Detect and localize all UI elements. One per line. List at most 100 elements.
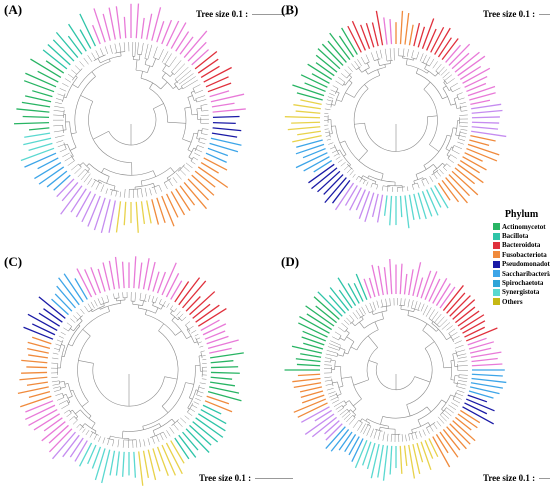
tree-branch [160, 305, 164, 310]
tree-branch [145, 314, 176, 336]
phylogenetic-tree-d [284, 258, 507, 481]
tip-label [457, 163, 484, 184]
legend-swatch [493, 251, 500, 259]
tip-label [179, 36, 194, 55]
tip-label [314, 409, 332, 422]
tree-branch [369, 310, 375, 314]
tree-branch [457, 353, 467, 357]
tip-label [455, 306, 476, 324]
tree-branch [122, 439, 124, 448]
tip-label [351, 20, 366, 51]
legend-label: Fusobacteriota [502, 250, 547, 259]
tip-label [470, 382, 504, 389]
tree-branch [327, 346, 340, 351]
tree-branch [76, 312, 82, 318]
tip-label [439, 431, 459, 458]
tree-branch [459, 125, 468, 128]
tree-branch [448, 89, 452, 91]
legend-label: Synergistota [502, 288, 540, 297]
tree-branch [334, 360, 336, 370]
tip-label [451, 52, 470, 70]
tree-branch [174, 66, 189, 80]
tree-branch [171, 418, 176, 424]
tree-branch [436, 171, 441, 177]
legend-swatch [493, 223, 500, 231]
tree-branch [101, 168, 105, 173]
tip-label [74, 278, 88, 300]
tip-label [311, 73, 330, 84]
tip-label [203, 66, 232, 83]
tree-branch [460, 129, 468, 131]
tip-label [41, 421, 66, 442]
tree-branch [194, 152, 201, 157]
tip-label [383, 195, 388, 216]
tip-label [200, 409, 227, 425]
tip-label [296, 363, 321, 367]
tree-branch [352, 312, 359, 320]
tree-branch [82, 428, 86, 433]
tip-label [302, 147, 326, 159]
tip-label [25, 72, 57, 88]
tip-label [413, 193, 421, 220]
tree-branch [174, 63, 186, 75]
tree-branch [122, 423, 160, 432]
tip-label [27, 347, 49, 354]
tree-branch [324, 379, 332, 382]
tip-label [354, 439, 368, 469]
tree-branch [198, 355, 202, 357]
tree-branch [338, 326, 345, 333]
tree-branch [373, 429, 378, 439]
tree-branch [142, 300, 144, 306]
tree-branch [422, 429, 426, 436]
tip-label [170, 191, 186, 216]
tree-branch [82, 329, 91, 337]
tip-label [349, 187, 362, 211]
tree-branch [54, 101, 62, 105]
tree-branch [166, 430, 171, 437]
tip-label [301, 406, 330, 423]
tree-branch [88, 163, 110, 177]
scale-bar-a [252, 14, 291, 16]
tree-branch [339, 337, 345, 341]
tree-branch [406, 186, 409, 192]
tip-label [210, 352, 244, 359]
tree-branch [70, 409, 73, 412]
tree-branch [113, 293, 115, 299]
tree-branch [191, 404, 198, 409]
tip-label [416, 277, 424, 298]
tree-branch [177, 70, 192, 82]
tip-label [375, 10, 384, 46]
tree-branch [335, 392, 339, 399]
tip-label [403, 445, 408, 466]
tree-branch [458, 138, 466, 141]
tree-branch [417, 419, 422, 427]
tree-branch [385, 306, 388, 311]
tree-branch [68, 343, 73, 347]
tree-branch [415, 68, 419, 74]
tree-branch [66, 412, 72, 417]
tree-branch [88, 415, 92, 419]
tree-branch [406, 49, 409, 57]
tree-branch [107, 438, 110, 446]
tip-label [404, 13, 410, 45]
panel-label-a: (A) [4, 2, 23, 17]
tip-label [420, 270, 432, 299]
tree-branch [104, 46, 109, 55]
tree-branch [366, 347, 378, 380]
tree-branch [359, 314, 365, 319]
tree-branch [345, 330, 350, 334]
tree-branch [414, 432, 418, 439]
tree-branch [433, 423, 438, 430]
tree-branch [367, 335, 378, 348]
legend-item: Spirochaetota [493, 278, 550, 287]
tree-branch [377, 69, 380, 76]
tree-branch [423, 165, 427, 170]
tip-label [303, 342, 324, 350]
tip-label [133, 451, 137, 478]
tree-branch [356, 66, 361, 71]
tree-branch [81, 401, 89, 407]
tip-label [417, 26, 426, 48]
tree-branch [55, 98, 63, 101]
tip-label [135, 3, 140, 39]
tree-branch [62, 83, 69, 87]
